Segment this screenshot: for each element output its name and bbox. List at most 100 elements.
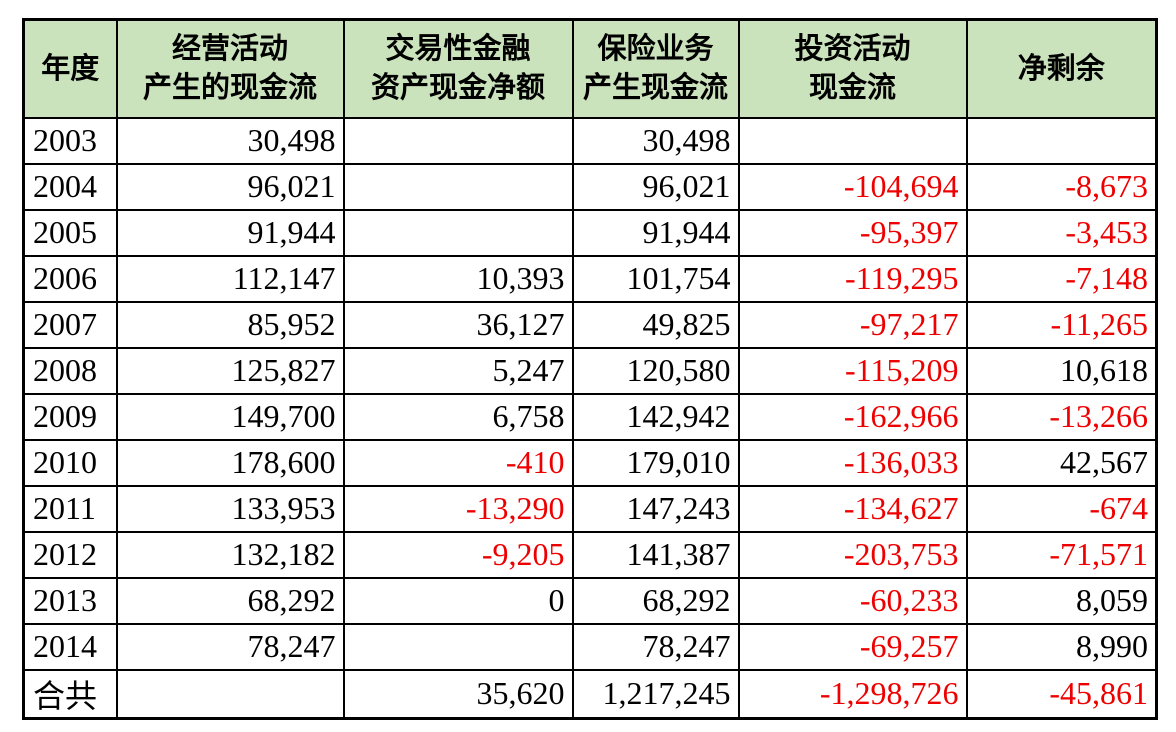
cash-flow-table: 年度 经营活动 产生的现金流 交易性金融 资产现金净额 保险业务 产生现金流 投资活动 现金流净… xyxy=(22,18,1158,720)
value-cell-investing: -95,397 xyxy=(737,208,968,257)
table-row: 2008 125,827 5,247 120,580 -115,209 10,618 xyxy=(22,346,1158,395)
table-body: 2003 30,498 30,498 2004 96,021 96,021 -104,694… xyxy=(22,116,1158,719)
value-cell-trading: 0 xyxy=(342,576,574,625)
value-cell-trading: -410 xyxy=(342,438,574,487)
value-cell-net xyxy=(965,116,1158,165)
value-cell-investing: -69,257 xyxy=(737,622,968,671)
row-label-cell: 2006 xyxy=(22,254,118,303)
column-header-line: 经营活动 xyxy=(171,33,288,66)
value-cell-net: 8,990 xyxy=(965,622,1158,671)
column-header-line: 年度 xyxy=(41,52,100,85)
value-cell-insurance: 91,944 xyxy=(571,208,740,257)
table-row: 2004 96,021 96,021 -104,694 -8,673 xyxy=(22,162,1158,211)
value-cell-investing: -119,295 xyxy=(737,254,968,303)
table-row: 2009 149,700 6,758 142,942 -162,966 -13,266 xyxy=(22,392,1158,441)
table-row: 2006 112,147 10,393 101,754 -119,295 -7,148 xyxy=(22,254,1158,303)
table-row: 2005 91,944 91,944 -95,397 -3,453 xyxy=(22,208,1158,257)
table-row: 2003 30,498 30,498 xyxy=(22,116,1158,165)
value-cell-operating: 30,498 xyxy=(115,116,345,165)
value-cell-trading xyxy=(342,208,574,257)
value-cell-trading xyxy=(342,622,574,671)
column-header-investing: 投资活动 现金流 xyxy=(737,18,968,119)
value-cell-operating: 149,700 xyxy=(115,392,345,441)
value-cell-net: 42,567 xyxy=(965,438,1158,487)
value-cell-investing: -1,298,726 xyxy=(737,668,968,719)
value-cell-operating: 112,147 xyxy=(115,254,345,303)
column-header-line: 交易性金融 xyxy=(385,33,531,66)
column-header-line: 产生现金流 xyxy=(582,71,728,104)
value-cell-investing: -136,033 xyxy=(737,438,968,487)
value-cell-insurance: 142,942 xyxy=(571,392,740,441)
row-label-cell: 合共 xyxy=(22,668,118,719)
value-cell-investing: -60,233 xyxy=(737,576,968,625)
table-row: 2011 133,953 -13,290 147,243 -134,627 -674 xyxy=(22,484,1158,533)
value-cell-trading xyxy=(342,162,574,211)
value-cell-net: 8,059 xyxy=(965,576,1158,625)
value-cell-insurance: 96,021 xyxy=(571,162,740,211)
column-header-operating: 经营活动产生的现金流 xyxy=(115,18,345,119)
value-cell-investing xyxy=(737,116,968,165)
value-cell-trading xyxy=(342,116,574,165)
column-header-line: 保险业务 xyxy=(597,33,714,66)
row-label-cell: 2008 xyxy=(22,346,118,395)
value-cell-net: -11,265 xyxy=(965,300,1158,349)
value-cell-net: -13,266 xyxy=(965,392,1158,441)
value-cell-net: -7,148 xyxy=(965,254,1158,303)
value-cell-insurance: 147,243 xyxy=(571,484,740,533)
value-cell-investing: -104,694 xyxy=(737,162,968,211)
table-row: 合共 35,620 1,217,245 -1,298,726 -45,861 xyxy=(22,668,1158,719)
value-cell-net: -3,453 xyxy=(965,208,1158,257)
value-cell-net: -71,571 xyxy=(965,530,1158,579)
column-header-line: 投资活动 xyxy=(794,33,911,66)
value-cell-operating: 178,600 xyxy=(115,438,345,487)
table-row: 2007 85,952 36,127 49,825 -97,217 -11,265 xyxy=(22,300,1158,349)
value-cell-operating: 85,952 xyxy=(115,300,345,349)
column-header-line: 现金流 xyxy=(808,71,896,104)
value-cell-investing: -134,627 xyxy=(737,484,968,533)
value-cell-trading: -9,205 xyxy=(342,530,574,579)
row-label-cell: 2003 xyxy=(22,116,118,165)
value-cell-insurance: 179,010 xyxy=(571,438,740,487)
table-row: 2013 68,292 0 68,292 -60,233 8,059 xyxy=(22,576,1158,625)
column-header-trading: 交易性金融资产现金净额 xyxy=(342,18,574,119)
column-header-line: 资产现金净额 xyxy=(370,71,545,104)
value-cell-operating: 132,182 xyxy=(115,530,345,579)
value-cell-insurance: 120,580 xyxy=(571,346,740,395)
value-cell-operating: 68,292 xyxy=(115,576,345,625)
value-cell-net: -45,861 xyxy=(965,668,1158,719)
column-header-line: 净剩余 xyxy=(1017,52,1105,85)
column-header-net: 净剩余 xyxy=(965,18,1158,119)
value-cell-operating: 91,944 xyxy=(115,208,345,257)
table-row: 2012 132,182 -9,205 141,387 -203,753 -71,571 xyxy=(22,530,1158,579)
value-cell-insurance: 30,498 xyxy=(571,116,740,165)
value-cell-trading: 6,758 xyxy=(342,392,574,441)
value-cell-insurance: 49,825 xyxy=(571,300,740,349)
value-cell-net: 10,618 xyxy=(965,346,1158,395)
value-cell-operating: 96,021 xyxy=(115,162,345,211)
value-cell-insurance: 78,247 xyxy=(571,622,740,671)
row-label-cell: 2005 xyxy=(22,208,118,257)
row-label-cell: 2010 xyxy=(22,438,118,487)
value-cell-insurance: 68,292 xyxy=(571,576,740,625)
value-cell-trading: 5,247 xyxy=(342,346,574,395)
value-cell-investing: -115,209 xyxy=(737,346,968,395)
value-cell-investing: -162,966 xyxy=(737,392,968,441)
row-label-cell: 2013 xyxy=(22,576,118,625)
value-cell-insurance: 1,217,245 xyxy=(571,668,740,719)
value-cell-investing: -203,753 xyxy=(737,530,968,579)
value-cell-investing: -97,217 xyxy=(737,300,968,349)
table-row: 2010 178,600 -410 179,010 -136,033 42,567 xyxy=(22,438,1158,487)
column-header-line: 产生的现金流 xyxy=(142,71,317,104)
value-cell-operating: 125,827 xyxy=(115,346,345,395)
header-row: 年度 经营活动 产生的现金流 交易性金融 资产现金净额 保险业务 产生现金流 投资活动 现金流净… xyxy=(22,18,1158,119)
row-label-cell: 2014 xyxy=(22,622,118,671)
value-cell-trading: -13,290 xyxy=(342,484,574,533)
row-label-cell: 2009 xyxy=(22,392,118,441)
value-cell-net: -8,673 xyxy=(965,162,1158,211)
row-label-cell: 2004 xyxy=(22,162,118,211)
column-header-year: 年度 xyxy=(22,18,118,119)
value-cell-operating xyxy=(115,668,345,719)
value-cell-operating: 78,247 xyxy=(115,622,345,671)
value-cell-insurance: 141,387 xyxy=(571,530,740,579)
